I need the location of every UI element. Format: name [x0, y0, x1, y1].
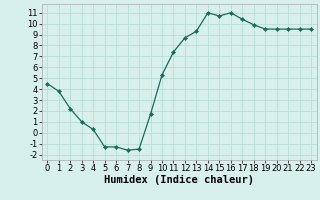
X-axis label: Humidex (Indice chaleur): Humidex (Indice chaleur)	[104, 175, 254, 185]
